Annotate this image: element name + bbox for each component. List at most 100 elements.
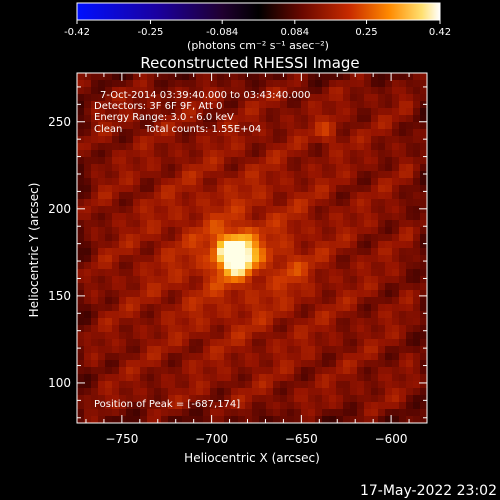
heatmap-cell <box>217 402 225 410</box>
heatmap-cell <box>168 87 176 95</box>
heatmap-cell <box>280 304 288 312</box>
heatmap-cell <box>329 332 337 340</box>
heatmap-cell <box>126 395 134 403</box>
heatmap-cell <box>413 283 421 291</box>
heatmap-cell <box>245 178 253 186</box>
heatmap-cell <box>91 192 99 200</box>
heatmap-cell <box>161 185 169 193</box>
heatmap-cell <box>77 304 85 312</box>
heatmap-cell <box>259 108 267 116</box>
heatmap-cell <box>385 360 393 368</box>
heatmap-cell <box>406 395 414 403</box>
heatmap-cell <box>252 416 260 423</box>
heatmap-cell <box>364 101 372 109</box>
heatmap-cell <box>357 73 365 81</box>
heatmap-cell <box>210 80 218 88</box>
heatmap-cell <box>105 367 113 375</box>
heatmap-cell <box>238 234 246 242</box>
heatmap-cell <box>119 395 127 403</box>
heatmap-cell <box>315 87 323 95</box>
heatmap-cell <box>287 143 295 151</box>
heatmap-cell <box>385 381 393 389</box>
heatmap-cell <box>112 402 120 410</box>
heatmap-cell <box>119 199 127 207</box>
heatmap-cell <box>175 220 183 228</box>
heatmap-cell <box>329 115 337 123</box>
heatmap-cell <box>259 150 267 158</box>
heatmap-cell <box>294 269 302 277</box>
heatmap-cell <box>182 234 190 242</box>
heatmap-cell <box>161 241 169 249</box>
heatmap-cell <box>378 73 386 81</box>
heatmap-cell <box>140 227 148 235</box>
heatmap-cell <box>406 248 414 256</box>
heatmap-cell <box>154 339 162 347</box>
heatmap-cell <box>238 227 246 235</box>
heatmap-cell <box>245 213 253 221</box>
heatmap-cell <box>392 374 400 382</box>
heatmap-cell <box>91 80 99 88</box>
heatmap-cell <box>266 402 274 410</box>
heatmap-cell <box>210 311 218 319</box>
heatmap-cell <box>399 388 407 396</box>
heatmap-cell <box>329 297 337 305</box>
heatmap-cell <box>273 150 281 158</box>
heatmap-cell <box>378 276 386 284</box>
heatmap-cell <box>112 248 120 256</box>
heatmap-cell <box>126 367 134 375</box>
heatmap-cell <box>154 80 162 88</box>
heatmap-cell <box>336 150 344 158</box>
heatmap-cell <box>336 171 344 179</box>
heatmap-cell <box>133 297 141 305</box>
heatmap-cell <box>385 297 393 305</box>
heatmap-cell <box>210 234 218 242</box>
heatmap-cell <box>273 304 281 312</box>
heatmap-cell <box>168 381 176 389</box>
heatmap-cell <box>168 290 176 298</box>
heatmap-cell <box>175 192 183 200</box>
heatmap-cell <box>196 325 204 333</box>
heatmap-cell <box>273 255 281 263</box>
heatmap-cell <box>294 353 302 361</box>
heatmap-cell <box>322 206 330 214</box>
heatmap-cell <box>371 395 379 403</box>
heatmap-cell <box>322 94 330 102</box>
heatmap-cell <box>84 157 92 165</box>
heatmap-cell <box>189 94 197 102</box>
heatmap-cell <box>91 395 99 403</box>
heatmap-cell <box>413 220 421 228</box>
heatmap-cell <box>126 325 134 333</box>
heatmap-cell <box>161 360 169 368</box>
heatmap-cell <box>224 185 232 193</box>
heatmap-cell <box>126 185 134 193</box>
heatmap-cell <box>182 388 190 396</box>
heatmap-cell <box>210 255 218 263</box>
heatmap-cell <box>322 87 330 95</box>
heatmap-cell <box>280 164 288 172</box>
heatmap-cell <box>238 213 246 221</box>
heatmap-cell <box>315 241 323 249</box>
heatmap-cell <box>322 73 330 81</box>
heatmap-cell <box>203 80 211 88</box>
heatmap-cell <box>273 374 281 382</box>
heatmap-cell <box>140 164 148 172</box>
heatmap-cell <box>357 185 365 193</box>
heatmap-cell <box>91 374 99 382</box>
heatmap-cell <box>385 143 393 151</box>
heatmap-cell <box>133 290 141 298</box>
heatmap-cell <box>252 122 260 130</box>
heatmap-cell <box>406 108 414 116</box>
heatmap-cell <box>399 178 407 186</box>
heatmap-cell <box>266 108 274 116</box>
heatmap-cell <box>77 409 85 417</box>
heatmap-cell <box>287 388 295 396</box>
heatmap-cell <box>406 80 414 88</box>
heatmap-cell <box>252 185 260 193</box>
heatmap-cell <box>406 115 414 123</box>
heatmap-cell <box>245 269 253 277</box>
heatmap-cell <box>196 192 204 200</box>
heatmap-cell <box>357 332 365 340</box>
heatmap-cell <box>189 157 197 165</box>
heatmap-cell <box>392 80 400 88</box>
heatmap-cell <box>252 269 260 277</box>
